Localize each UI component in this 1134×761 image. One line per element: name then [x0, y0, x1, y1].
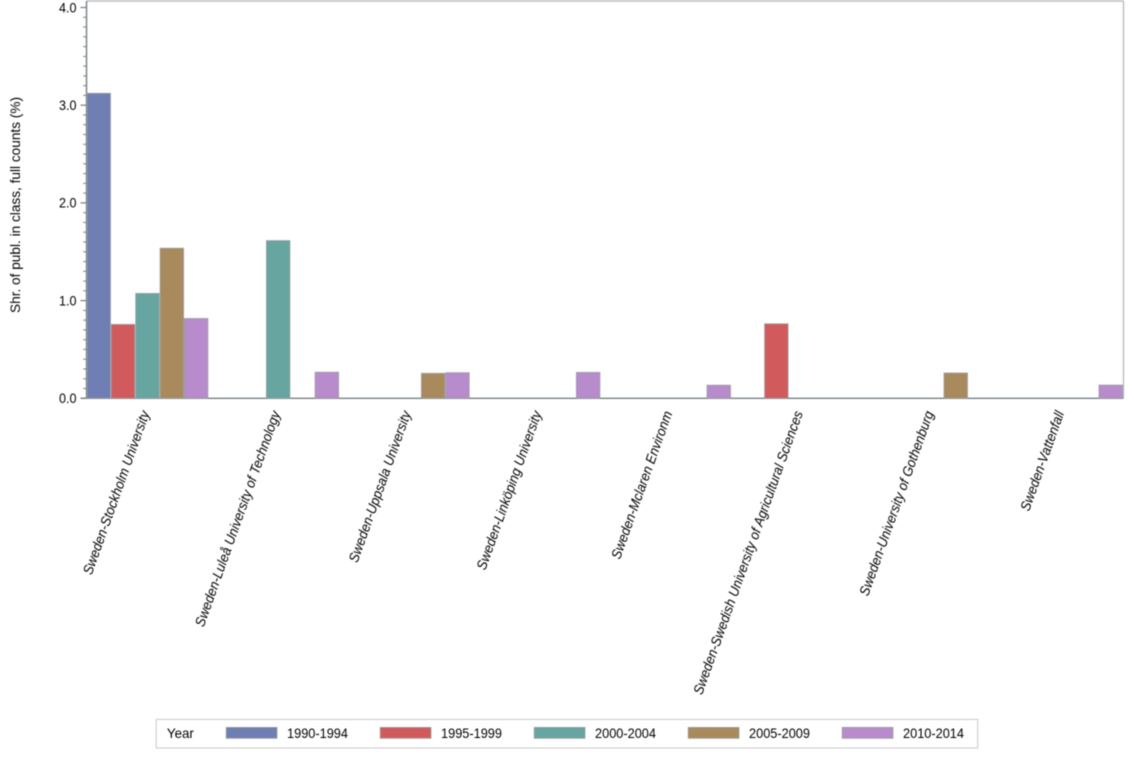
svg-text:4.0: 4.0	[59, 0, 77, 15]
svg-text:2010-2014: 2010-2014	[903, 725, 964, 741]
svg-text:2005-2009: 2005-2009	[749, 725, 810, 741]
svg-text:2000-2004: 2000-2004	[595, 725, 656, 741]
svg-text:2.0: 2.0	[59, 195, 77, 211]
svg-text:1.0: 1.0	[59, 292, 77, 308]
svg-text:1990-1994: 1990-1994	[287, 725, 348, 741]
svg-text:Shr. of publ. in class, full c: Shr. of publ. in class, full counts (%)	[7, 97, 23, 313]
svg-text:1995-1999: 1995-1999	[441, 725, 502, 741]
svg-text:Year: Year	[167, 725, 194, 741]
svg-text:0.0: 0.0	[59, 390, 77, 406]
svg-text:3.0: 3.0	[59, 97, 77, 113]
